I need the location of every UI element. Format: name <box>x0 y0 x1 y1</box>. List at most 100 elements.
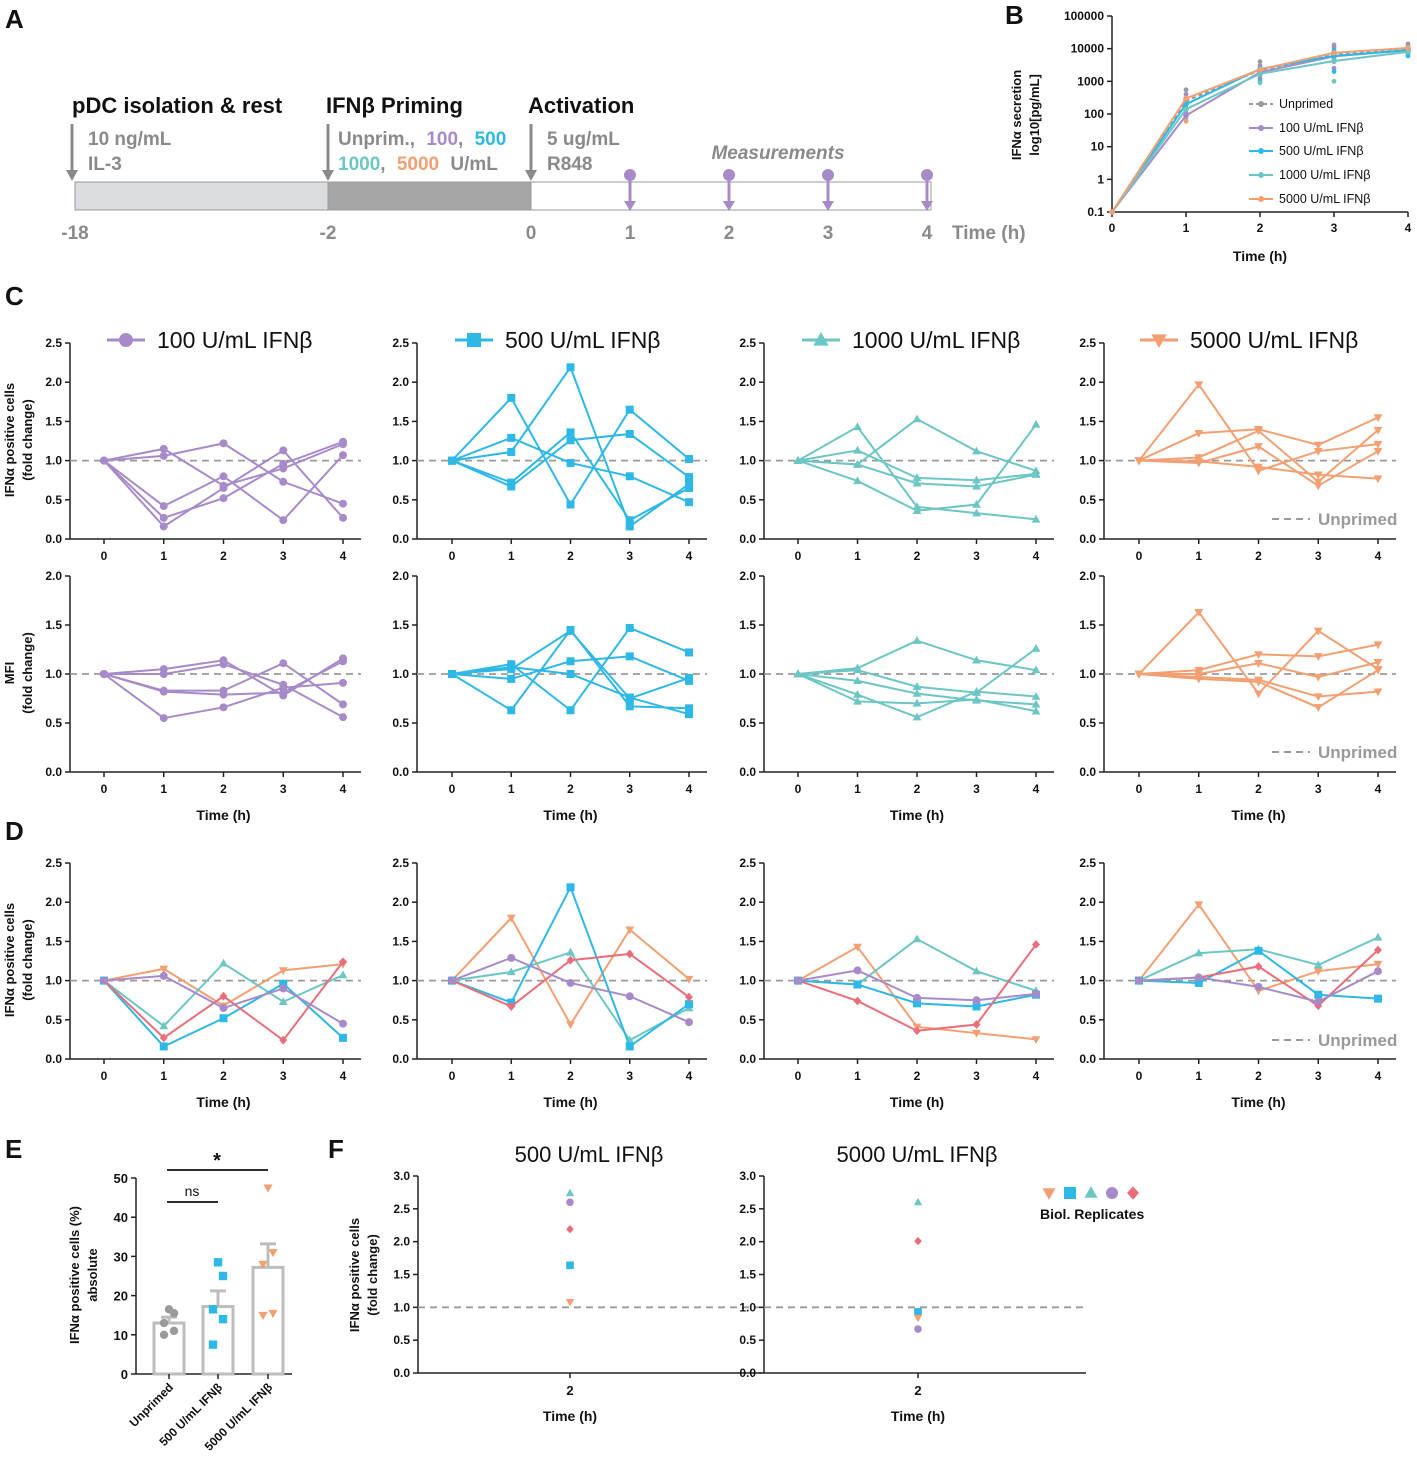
series-point <box>507 447 516 456</box>
series-point <box>912 698 922 707</box>
b-ylabel-2: log10[pg/mL] <box>1027 74 1042 156</box>
small-chart: 0.0 0.5 1.0 1.5 2.0 2.5 0 1 2 3 4 <box>392 336 707 563</box>
series-point <box>912 934 922 943</box>
panel-letter-a: A <box>5 4 24 34</box>
ytick-label: 0.0 <box>1079 532 1096 546</box>
ytick-label: 2.5 <box>739 336 756 350</box>
series-point <box>339 678 347 687</box>
series-point <box>566 706 575 715</box>
series-point <box>507 433 516 442</box>
xtick-label: 4 <box>686 782 693 796</box>
xtick-label: 4 <box>686 1069 693 1083</box>
series-point <box>972 475 981 484</box>
b-legend-marker <box>1258 148 1264 154</box>
f-ytick-label: 1.0 <box>393 1300 410 1314</box>
f-ytick-label: 1.5 <box>393 1268 410 1282</box>
legend-label: 1000 U/mL IFNβ <box>852 327 1020 353</box>
f-ylabel-1: IFNα positive cells <box>347 1218 362 1332</box>
series-point <box>566 947 575 956</box>
series-point <box>506 914 516 923</box>
series-point <box>685 676 693 685</box>
series-point <box>625 992 634 1001</box>
xtick-label: 4 <box>1375 1069 1382 1083</box>
xtick-label: 3 <box>973 1069 980 1083</box>
series-point <box>448 456 456 465</box>
series-line <box>451 956 690 1024</box>
series-point <box>279 659 288 668</box>
small-chart: 0.0 0.5 1.0 1.5 2.0 2.5 0 1 2 3 4 Time (h) <box>45 856 361 1110</box>
f-legend-marker <box>1084 1186 1098 1198</box>
ytick-label: 0.0 <box>1079 765 1096 779</box>
e-sig-star: * <box>213 1150 221 1172</box>
unprimed-legend-text: Unprimed <box>1318 1031 1397 1050</box>
e-point <box>268 1249 278 1258</box>
series-point <box>912 636 922 644</box>
arrow-stage2-head <box>322 170 334 181</box>
f-ytick-label: 2.5 <box>739 1202 756 1216</box>
ytick-label: 2.5 <box>1079 856 1096 870</box>
series-point <box>1254 427 1263 436</box>
series-point <box>566 670 575 678</box>
series-point <box>1374 967 1382 976</box>
ytick-label: 1.5 <box>739 414 756 428</box>
b-series-point <box>1331 49 1337 56</box>
xtick-label: 2 <box>220 782 227 796</box>
series-point <box>685 1018 693 1027</box>
series-point <box>219 439 228 448</box>
series-point <box>853 696 862 705</box>
series-point <box>972 1020 981 1029</box>
small-chart: 0.0 0.5 1.0 1.5 2.0 2.5 0 1 2 3 4 <box>45 336 361 563</box>
ytick-label: 2.5 <box>45 336 62 350</box>
xtick-label: 1 <box>1195 782 1202 796</box>
xtick-label: 2 <box>1255 1069 1262 1083</box>
conc-5000: 5000 <box>397 154 439 175</box>
xtick-label: 0 <box>795 549 802 563</box>
series-point <box>159 687 168 696</box>
series-point <box>1194 609 1204 617</box>
series-point <box>159 670 168 678</box>
series-point <box>507 663 516 672</box>
series-point <box>912 502 922 511</box>
series-point <box>1135 976 1143 985</box>
small-chart: 0.0 0.5 1.0 1.5 2.0 0 1 2 3 4 Time (h) <box>739 569 1054 823</box>
series-point <box>566 436 575 445</box>
series-point <box>853 445 862 454</box>
series-point <box>685 648 693 657</box>
ytick-label: 0.5 <box>739 716 756 730</box>
series-point <box>1254 651 1263 659</box>
series-point <box>912 414 922 423</box>
series-point <box>566 978 575 987</box>
xtick-label: 0 <box>795 782 802 796</box>
panel-letter-e: E <box>5 1134 22 1164</box>
xtick-label: 3 <box>280 549 287 563</box>
f-legend-label: Biol. Replicates <box>1040 1206 1144 1222</box>
f-ytick-label: 3.0 <box>739 1169 756 1183</box>
arrow-stage1-head <box>66 170 78 181</box>
b-legend-label: 100 U/mL IFNβ <box>1279 121 1364 135</box>
b-xtick-label: 0 <box>1109 221 1116 235</box>
series-point <box>219 484 228 493</box>
ytick-label: 2.0 <box>739 895 756 909</box>
ytick-label: 0.5 <box>45 1013 62 1027</box>
b-series-point <box>1183 95 1189 102</box>
e-bar <box>251 1265 285 1376</box>
series-point <box>1194 675 1204 684</box>
small-chart: 0.0 0.5 1.0 1.5 2.0 2.5 0 1 2 3 4 <box>739 336 1054 563</box>
series-point <box>339 1033 347 1042</box>
stage2-detail-1: Unprim., 100, 500 <box>338 129 506 150</box>
xlabel: Time (h) <box>890 807 944 823</box>
b-xtick-label: 3 <box>1331 221 1338 235</box>
ytick-label: 0.5 <box>739 493 756 507</box>
unprimed-legend-c1: Unprimed <box>1272 510 1397 529</box>
series-point <box>1254 678 1263 687</box>
stage1-detail-1: 10 ng/mL <box>88 129 172 150</box>
series-point <box>219 703 228 712</box>
series-point <box>566 428 575 437</box>
series-point <box>159 502 168 511</box>
series-point <box>1031 699 1041 708</box>
ytick-label: 0.5 <box>1079 716 1096 730</box>
xtick-label: 1 <box>508 1069 515 1083</box>
xtick-label: 1 <box>854 782 861 796</box>
ytick-label: 0.0 <box>45 765 62 779</box>
series-point <box>1254 946 1263 955</box>
